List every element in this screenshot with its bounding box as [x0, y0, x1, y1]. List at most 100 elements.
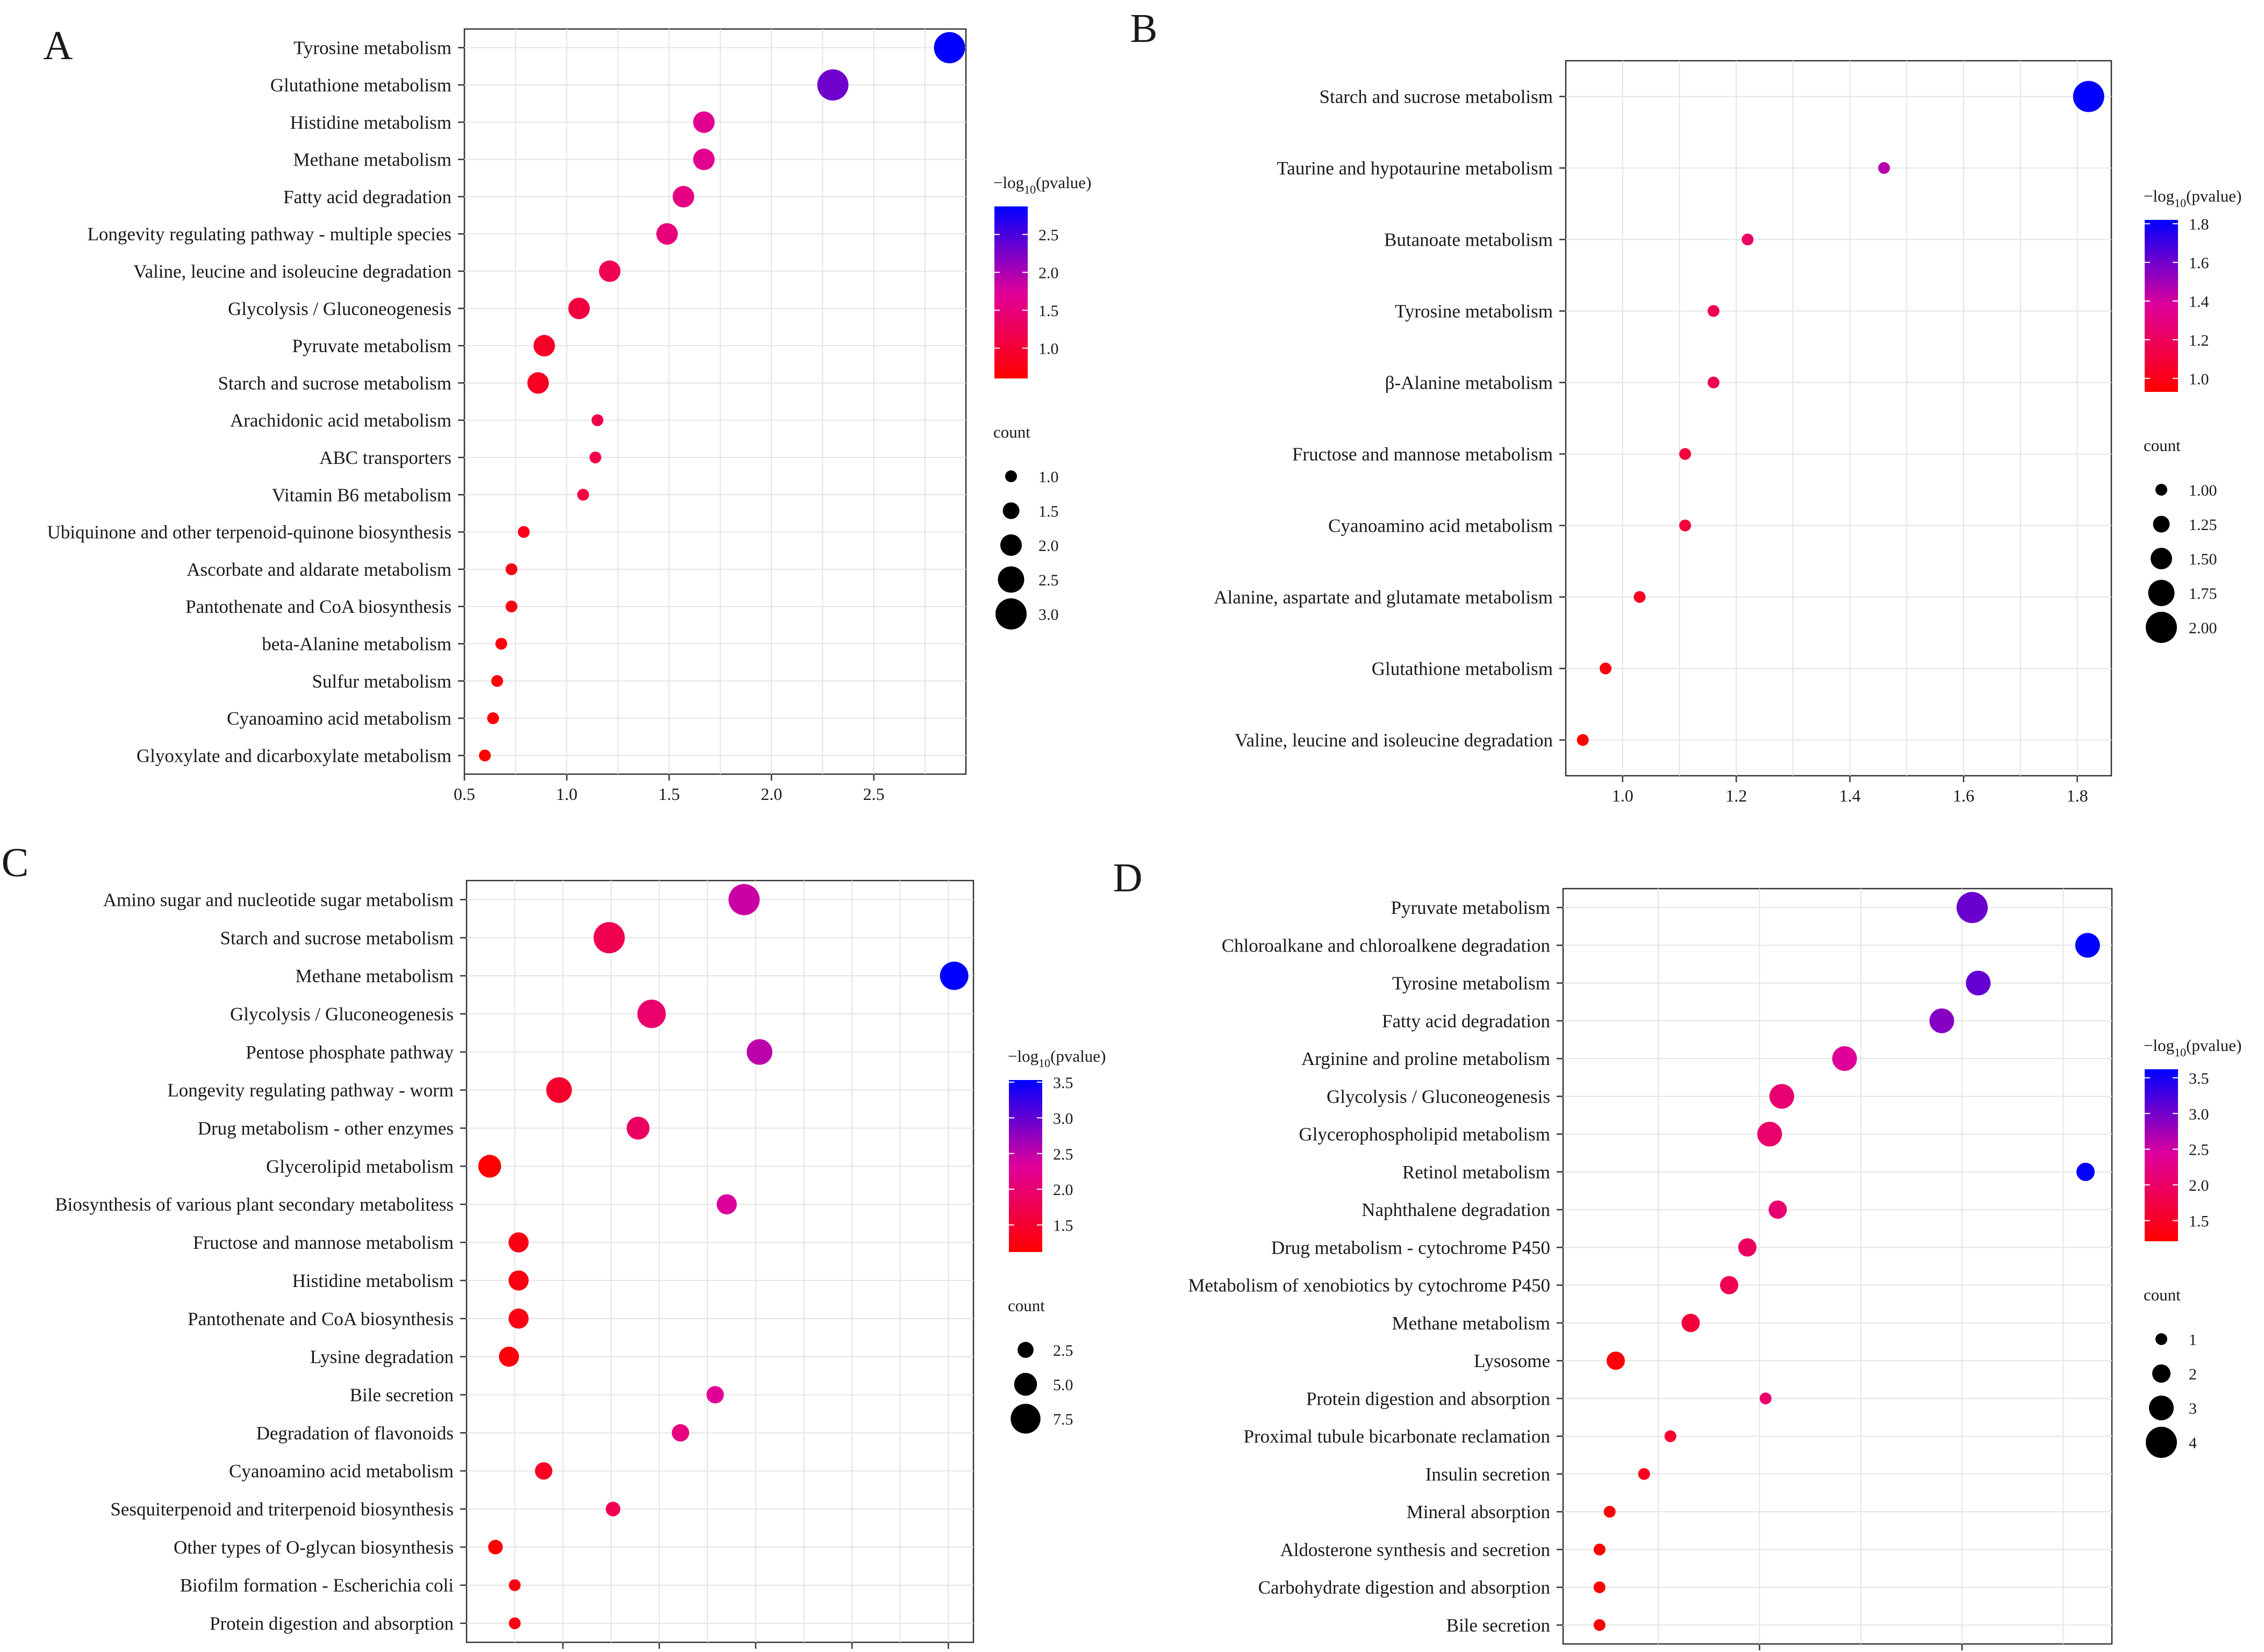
panel-c-category-label: Sesquiterpenoid and triterpenoid biosynt…: [110, 1499, 454, 1520]
panel-d-size-legend-title: count: [2144, 1285, 2181, 1304]
panel-c-bubble: [706, 1386, 724, 1404]
panel-b-size-legend-dot: [2155, 484, 2167, 496]
panel-d-category-label: Aldosterone synthesis and secretion: [1280, 1539, 1550, 1560]
panel-c-bubble: [478, 1155, 501, 1178]
panel-c-bubble: [593, 922, 625, 954]
panel-a-category-label: beta-Alanine metabolism: [262, 633, 452, 654]
panel-b-xtick-label: 1.8: [2067, 786, 2088, 805]
panel-a-size-legend-label: 3.0: [1038, 606, 1059, 624]
panel-a-bubble: [817, 69, 849, 101]
panel-c-category-label: Glycolysis / Gluconeogenesis: [230, 1004, 454, 1025]
panel-c-size-legend-label: 5.0: [1053, 1376, 1073, 1394]
panel-c-category-label: Degradation of flavonoids: [256, 1422, 454, 1443]
panel-b-bubble: [1878, 162, 1890, 174]
panel-c-category-label: Cyanoamino acid metabolism: [229, 1461, 454, 1482]
panel-d-category-label: Naphthalene degradation: [1362, 1199, 1550, 1220]
panel-c-category-label: Amino sugar and nucleotide sugar metabol…: [103, 889, 454, 910]
panel-d-category-label: Drug metabolism - cytochrome P450: [1271, 1237, 1550, 1258]
panel-c-size-legend-title: count: [1008, 1296, 1045, 1315]
panel-a-color-bar: [994, 206, 1028, 378]
panel-b-category-label: Butanoate metabolism: [1384, 230, 1553, 251]
panel-d-category-label: Insulin secretion: [1425, 1464, 1550, 1485]
panel-d-category-label: Tyrosine metabolism: [1392, 973, 1550, 994]
panel-d-color-legend-label: 1.5: [2189, 1212, 2209, 1230]
panel-a-category-label: Glyoxylate and dicarboxylate metabolism: [137, 745, 452, 766]
panel-c-color-bar: [1009, 1080, 1042, 1252]
panel-b-size-legend-title: count: [2144, 436, 2181, 455]
panel-c-color-legend-label: 3.0: [1053, 1110, 1073, 1127]
panel-d-bubble: [1768, 1200, 1787, 1219]
panel-d-category-label: Methane metabolism: [1392, 1313, 1550, 1334]
panel-a-size-legend-label: 2.5: [1038, 571, 1059, 589]
panel-c-bubble: [488, 1540, 503, 1555]
panel-c-category-label: Pentose phosphate pathway: [246, 1042, 454, 1063]
panel-c-category-label: Biofilm formation - Escherichia coli: [180, 1575, 454, 1596]
panel-d-category-label: Fatty acid degradation: [1382, 1011, 1550, 1032]
panel-d-size-legend-label: 2: [2189, 1365, 2197, 1383]
panel-a-category-label: Tyrosine metabolism: [293, 38, 452, 59]
panel-c: C Amino sugar and nucleotide sugar metabo…: [2, 840, 1106, 1649]
panel-c-bubble: [546, 1077, 572, 1103]
panel-a-legend-title-suffix: (pvalue): [1036, 173, 1091, 192]
panel-a-color-legend-label: 1.0: [1038, 340, 1059, 358]
panel-b-bubble: [1679, 519, 1692, 532]
panel-a-plot-area: [463, 28, 967, 775]
panel-c-bubble: [717, 1194, 737, 1214]
panel-a-color-legend-label: 2.0: [1038, 264, 1059, 282]
panel-c-category-label: Methane metabolism: [295, 966, 454, 986]
panel-d-bubble: [1957, 892, 1988, 924]
panel-a-category-label: Pyruvate metabolism: [292, 335, 452, 356]
panel-c-bubble: [508, 1270, 529, 1291]
panel-d: D Pyruvate metabolism Chloroalkane and chl…: [1113, 855, 2241, 1650]
panel-c-bubble: [499, 1346, 519, 1367]
panel-a-category-label: Cyanoamino acid metabolism: [227, 708, 452, 729]
panel-c-bubble: [508, 1308, 529, 1329]
panel-c-letter: C: [2, 840, 29, 885]
panel-b-bubble: [1600, 662, 1612, 675]
panel-b-size-legend-dot: [2151, 548, 2172, 569]
panel-b-color-legend-label: 1.4: [2189, 293, 2209, 311]
panel-c-bubble: [940, 961, 969, 990]
panel-d-category-label: Retinol metabolism: [1402, 1162, 1550, 1183]
panel-a-bubble: [656, 223, 678, 245]
panel-b-color-legend-label: 1.2: [2189, 332, 2209, 349]
panel-b-legend-title-main: −log: [2144, 187, 2174, 205]
panel-a-xtick-label: 1.5: [658, 784, 680, 804]
panel-a-category-label: Glycolysis / Gluconeogenesis: [228, 298, 452, 319]
panel-c-legend-title-suffix: (pvalue): [1050, 1047, 1106, 1065]
panel-c-color-legend-label: 2.5: [1053, 1146, 1073, 1163]
panel-c-color-legend-label: 1.5: [1053, 1217, 1073, 1235]
panel-b-size-legend-dot: [2146, 612, 2177, 643]
panel-d-color-legend-title: −log10(pvalue): [2144, 1036, 2241, 1059]
panel-a-size-legend-dot: [995, 598, 1027, 630]
panel-c-bubble: [637, 999, 666, 1028]
panel-c-bubble: [508, 1579, 521, 1591]
panel-a-legend-title-main: −log: [993, 173, 1024, 192]
panel-d-category-label: Metabolism of xenobiotics by cytochrome …: [1188, 1275, 1550, 1296]
panel-a-category-label: Glutathione metabolism: [270, 75, 452, 96]
panel-b-size-legend-label: 1.25: [2189, 516, 2217, 534]
panel-a-bubble: [568, 297, 590, 319]
panel-d-bubble: [1638, 1468, 1650, 1480]
panel-a-size-legend-title: count: [993, 423, 1030, 441]
panel-d-category-label: Lysosome: [1474, 1350, 1550, 1371]
panel-c-color-legend-label: 3.5: [1053, 1074, 1073, 1092]
panel-b-xtick-label: 1.4: [1839, 786, 1861, 805]
panel-d-size-legend-label: 4: [2189, 1434, 2197, 1452]
panel-a-bubble: [518, 526, 530, 538]
panel-c-category-label: Lysine degradation: [310, 1347, 454, 1368]
panel-c-category-label: Histidine metabolism: [292, 1270, 454, 1291]
panel-a-color-legend-label: 1.5: [1038, 302, 1059, 320]
panel-b-color-legend-label: 1.8: [2189, 216, 2209, 233]
panel-d-legend-title-suffix: (pvalue): [2186, 1036, 2241, 1055]
panel-d-plot-area: [1562, 888, 2113, 1645]
panel-d-bubble: [1681, 1313, 1700, 1332]
panel-d-size-legend-label: 3: [2189, 1400, 2197, 1418]
panel-d-legend-title-main: −log: [2144, 1036, 2174, 1055]
panel-c-category-label: Starch and sucrose metabolism: [220, 927, 454, 948]
panel-c-color-legend-title: −log10(pvalue): [1008, 1047, 1106, 1070]
panel-a-bubble: [487, 712, 499, 725]
panel-a-category-label: Fatty acid degradation: [283, 187, 452, 208]
panel-a-size-legend-dot: [998, 566, 1024, 593]
panel-d-color-legend-label: 3.5: [2189, 1070, 2209, 1088]
